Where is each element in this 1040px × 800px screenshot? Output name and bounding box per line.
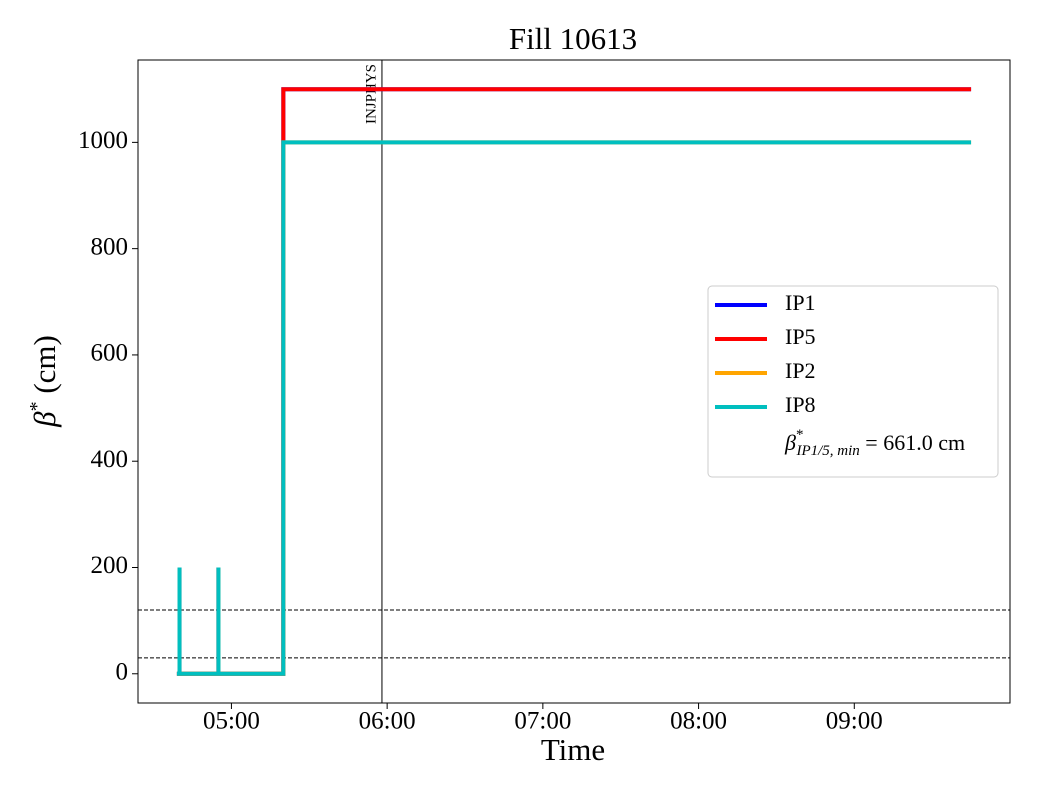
x-axis-label: Time (541, 732, 605, 767)
plot-frame (137, 59, 1011, 704)
event-label: INJPHYS (363, 64, 379, 124)
y-tick-label: 800 (91, 233, 129, 260)
legend-label: IP5 (785, 324, 816, 349)
note-sup: * (796, 427, 804, 443)
series-line (176, 140, 972, 676)
y-label-symbol: β (27, 411, 62, 428)
x-tick-label: 05:00 (203, 708, 260, 735)
legend-note: β* IP1/5, min = 661.0 cm (784, 427, 965, 459)
chart-title: Fill 10613 (509, 21, 637, 56)
y-tick-label: 0 (116, 659, 129, 686)
x-tick-label: 08:00 (670, 708, 727, 735)
x-tick-label: 07:00 (514, 708, 571, 735)
x-tick-label: 06:00 (359, 708, 416, 735)
y-axis-label: β* (cm) (26, 335, 63, 428)
y-tick-label: 1000 (78, 127, 128, 154)
note-text: = 661.0 cm (860, 430, 965, 455)
y-label-unit: (cm) (27, 335, 62, 401)
legend-label: IP1 (785, 290, 816, 315)
note-sub: IP1/5, min (795, 443, 859, 459)
y-tick-label: 200 (91, 552, 129, 579)
y-tick-label: 400 (91, 446, 129, 473)
legend-label: IP8 (785, 392, 816, 417)
note-symbol: β (784, 430, 796, 455)
legend-box (707, 285, 999, 478)
y-label-sup: * (26, 401, 48, 411)
legend-label: IP2 (785, 358, 816, 383)
y-tick-label: 600 (91, 340, 129, 367)
x-tick-label: 09:00 (826, 708, 883, 735)
